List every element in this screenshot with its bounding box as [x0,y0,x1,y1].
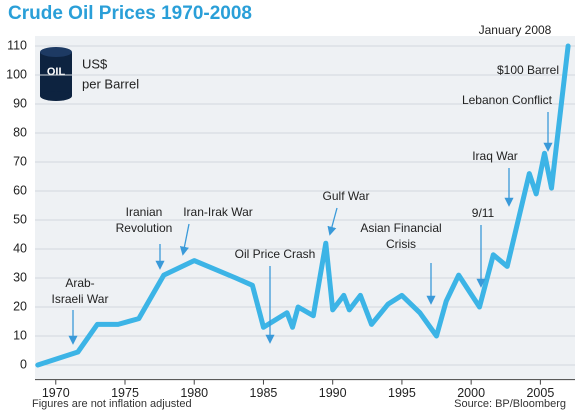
barrel-top [40,47,72,57]
y-tick-label: 30 [13,270,27,284]
y-tick-label: 70 [13,154,27,168]
y-tick-label: 110 [7,38,27,52]
y-tick-label: 80 [13,125,27,139]
annotation: January 2008 [479,23,552,37]
unit-label: per Barrel [82,76,139,91]
annotation: Iraq War [472,149,518,163]
source: Source: BP/Bloomberg [454,398,566,410]
x-tick-label: 1995 [388,386,416,400]
y-tick-label: 90 [13,96,27,110]
barrel-bottom [40,91,72,101]
x-tick-label: 1970 [42,386,70,400]
y-tick-label: 40 [13,241,27,255]
unit-icon: OIL [40,47,72,101]
footnote: Figures are not inflation adjusted [32,398,192,410]
annotation: Crisis [386,237,416,251]
price-line [35,43,571,368]
icon-label: OIL [47,66,66,78]
annotation-arrow [179,223,190,256]
annotation: $100 Barrel [497,63,559,77]
annotation: Lebanon Conflict [462,93,553,107]
annotation: Oil Price Crash [235,247,316,261]
annotation: Asian Financial [360,221,441,235]
annotation: Israeli War [52,292,109,306]
x-tick-label: 2005 [526,386,554,400]
annotation: Gulf War [323,189,370,203]
y-tick-label: 10 [13,328,27,342]
y-tick-label: 0 [20,357,27,371]
x-tick-label: 1980 [180,386,208,400]
y-tick-label: 60 [13,183,27,197]
x-tick-label: 2000 [457,386,485,400]
y-tick-label: 100 [6,67,27,81]
annotation: Arab- [65,276,94,290]
unit-label: US$ [82,56,108,71]
annotation: Revolution [116,221,173,235]
barrel-body [40,52,72,96]
x-tick-label: 1985 [250,386,278,400]
annotation: Iranian [126,205,163,219]
annotation: Iran-Irak War [183,205,253,219]
y-tick-label: 20 [13,299,27,313]
annotation-arrow [327,207,338,236]
x-tick-label: 1975 [111,386,139,400]
chart-title: Crude Oil Prices 1970-2008 [8,3,252,24]
y-tick-label: 50 [13,212,27,226]
annotation: 9/11 [472,206,495,220]
x-tick-label: 1990 [319,386,347,400]
